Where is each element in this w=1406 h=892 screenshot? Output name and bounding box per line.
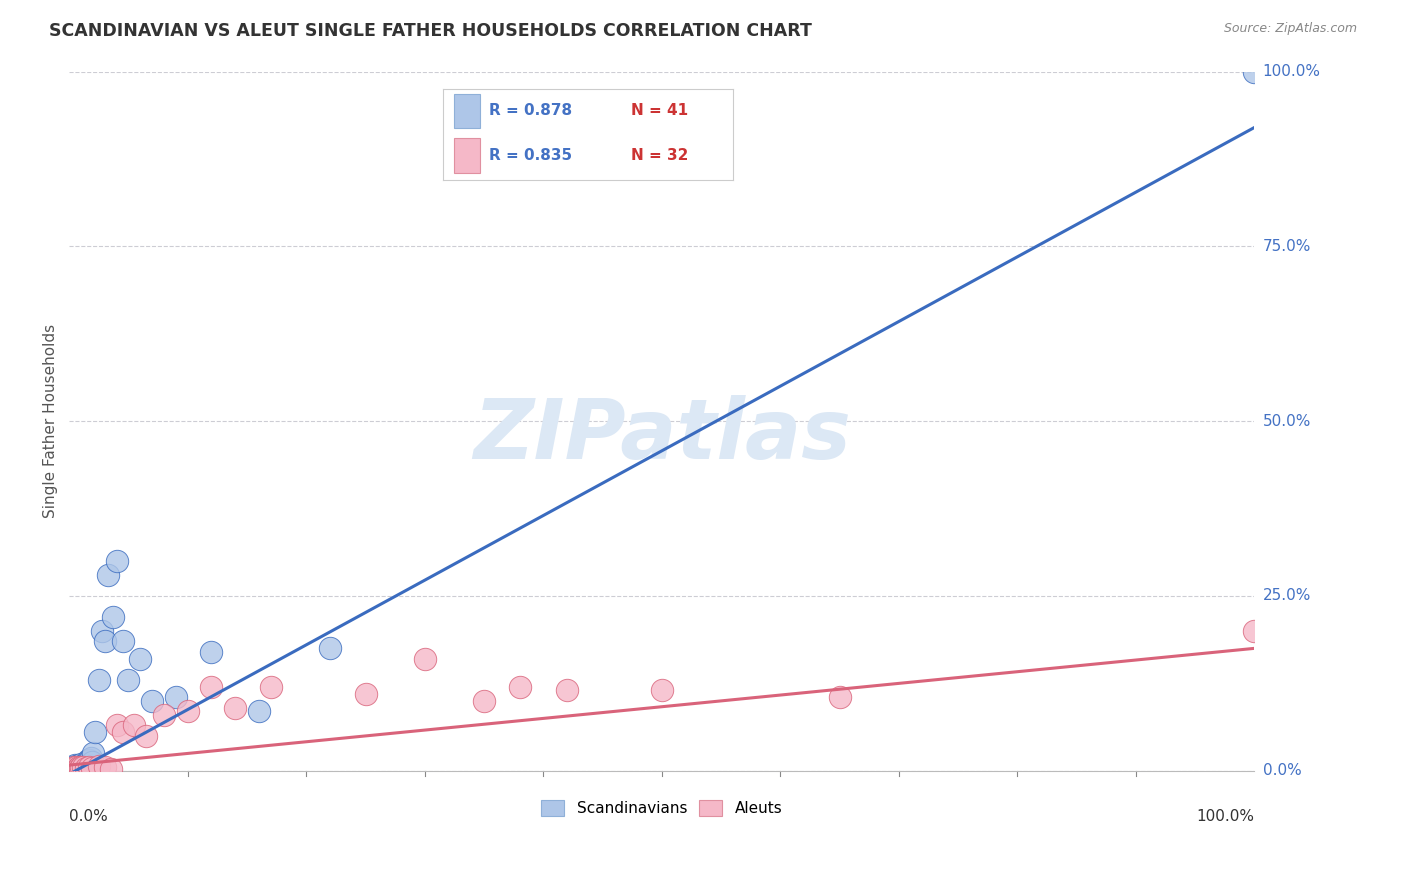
Text: 0.0%: 0.0% — [69, 809, 108, 824]
Point — [472, 694, 495, 708]
Point — [80, 761, 103, 775]
Point — [1243, 624, 1265, 638]
Point — [260, 680, 283, 694]
Point — [82, 746, 104, 760]
Point — [91, 624, 114, 638]
Point — [65, 759, 87, 773]
Point — [247, 704, 270, 718]
Point — [72, 759, 94, 773]
Point — [101, 610, 124, 624]
Text: SCANDINAVIAN VS ALEUT SINGLE FATHER HOUSEHOLDS CORRELATION CHART: SCANDINAVIAN VS ALEUT SINGLE FATHER HOUS… — [49, 22, 813, 40]
Point — [70, 756, 93, 771]
Point — [111, 634, 134, 648]
Point — [69, 761, 91, 775]
Text: ZIPatlas: ZIPatlas — [472, 394, 851, 475]
Point — [62, 761, 84, 775]
Point — [79, 753, 101, 767]
Point — [70, 759, 93, 773]
Point — [70, 759, 93, 773]
Text: 100.0%: 100.0% — [1263, 64, 1320, 79]
Text: 100.0%: 100.0% — [1197, 809, 1254, 824]
Point — [63, 760, 86, 774]
Point — [69, 760, 91, 774]
Y-axis label: Single Father Households: Single Father Households — [44, 324, 58, 518]
Text: 50.0%: 50.0% — [1263, 414, 1310, 429]
Text: 75.0%: 75.0% — [1263, 239, 1310, 254]
Point — [66, 761, 89, 775]
Point — [84, 725, 107, 739]
Point — [87, 673, 110, 687]
Point — [97, 568, 120, 582]
Point — [75, 761, 97, 775]
Text: 0.0%: 0.0% — [1263, 764, 1302, 778]
Point — [828, 690, 851, 705]
Point — [124, 718, 146, 732]
Point — [67, 758, 90, 772]
Point — [79, 751, 101, 765]
Text: 25.0%: 25.0% — [1263, 589, 1310, 603]
Point — [100, 762, 122, 776]
Point — [73, 759, 96, 773]
Point — [555, 683, 578, 698]
Point — [94, 760, 117, 774]
Point — [319, 641, 342, 656]
Point — [651, 683, 673, 698]
Point — [63, 759, 86, 773]
Text: Source: ZipAtlas.com: Source: ZipAtlas.com — [1223, 22, 1357, 36]
Point — [117, 673, 139, 687]
Point — [94, 634, 117, 648]
Point — [87, 759, 110, 773]
Point — [129, 652, 152, 666]
Point — [200, 645, 222, 659]
Point — [66, 759, 89, 773]
Point — [72, 758, 94, 772]
Point — [67, 760, 90, 774]
Point — [105, 718, 128, 732]
Point — [75, 756, 97, 771]
Point — [60, 760, 83, 774]
Point — [63, 762, 86, 776]
Point — [67, 759, 90, 773]
Point — [224, 700, 246, 714]
Point — [200, 680, 222, 694]
Point — [65, 760, 87, 774]
Point — [1243, 64, 1265, 78]
Point — [105, 554, 128, 568]
Point — [354, 687, 377, 701]
Point — [135, 729, 157, 743]
Point — [77, 753, 100, 767]
Legend: Scandinavians, Aleuts: Scandinavians, Aleuts — [536, 794, 789, 822]
Point — [62, 761, 84, 775]
Point — [62, 759, 84, 773]
Point — [76, 758, 98, 772]
Point — [165, 690, 187, 705]
Point — [153, 707, 176, 722]
Point — [177, 704, 200, 718]
Point — [141, 694, 163, 708]
Point — [63, 760, 86, 774]
Point — [413, 652, 436, 666]
Point — [79, 760, 101, 774]
Point — [111, 725, 134, 739]
Point — [80, 756, 103, 770]
Point — [66, 761, 89, 775]
Point — [72, 760, 94, 774]
Point — [65, 759, 87, 773]
Point — [63, 758, 86, 772]
Point — [509, 680, 531, 694]
